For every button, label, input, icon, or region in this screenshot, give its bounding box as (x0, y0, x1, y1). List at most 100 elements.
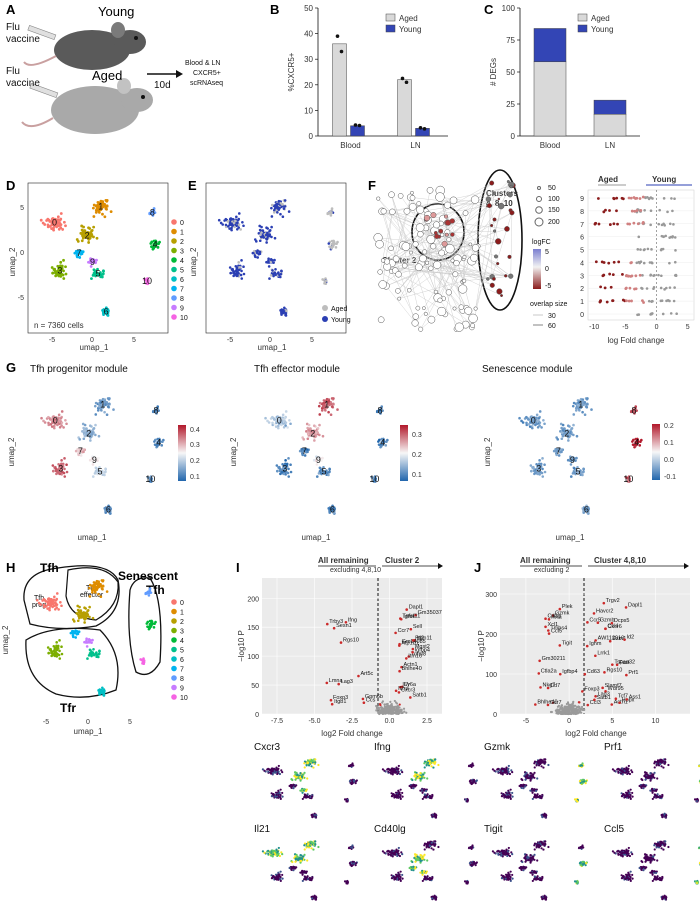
volcano-y-tick: 200 (485, 632, 497, 639)
volcano-point-ns (378, 712, 381, 715)
umap-cell (268, 229, 272, 232)
umap-cell (278, 467, 281, 470)
feature-cell (277, 852, 280, 855)
volcano-point-ns (580, 705, 584, 709)
umap-cell (316, 427, 320, 430)
volcano-point-ns (405, 711, 408, 714)
volcano-gene-point (537, 672, 541, 675)
strip-point-neutral (660, 274, 663, 278)
network-node (496, 262, 500, 266)
volcano-gene-point (625, 698, 629, 701)
feature-cell (387, 770, 390, 773)
clusters-4-8-10-ellipse (477, 169, 523, 311)
h-legend-label: 9 (180, 686, 184, 693)
volcano-gene-label: Satb1 (596, 695, 610, 701)
node-size-legend: 50 100 150 200 (534, 185, 560, 227)
feature-cell (394, 850, 397, 853)
volcano-gene-label: Cxcr6 (607, 624, 621, 630)
volcano-point-ns (383, 703, 386, 706)
volcano-point-ns (561, 706, 564, 709)
feature-cell (271, 769, 274, 773)
network-node (458, 284, 468, 294)
volcano-point-ns (550, 710, 553, 714)
feature-cell (423, 878, 426, 881)
feature-cell (524, 775, 527, 778)
umap-cell (89, 265, 93, 268)
volcano-j-left-sub: excluding 2 (534, 567, 570, 574)
umap-cell (287, 467, 290, 471)
feature-cell (419, 871, 422, 874)
vaccine-label-top: vaccine (6, 34, 40, 45)
umap-cell (315, 431, 318, 435)
feature-cell (274, 850, 277, 853)
y-tick-label: 0 (511, 132, 516, 141)
umap-cell (46, 646, 50, 649)
umap-cell (315, 475, 319, 478)
umap-cell (567, 439, 570, 442)
strip-point-neutral (642, 261, 646, 265)
umap-cell (529, 464, 533, 467)
feature-cell (303, 788, 306, 791)
bar-young (350, 125, 365, 137)
network-node (380, 208, 387, 215)
volcano-point-ns (573, 709, 576, 712)
umap-cell (273, 418, 276, 421)
umap-cell (103, 410, 106, 414)
cluster-label: 1 (324, 399, 329, 409)
umap-cell (302, 438, 306, 441)
feature-cell (429, 762, 432, 766)
scale3-tick-3: -0.1 (664, 474, 676, 481)
umap-cell (258, 252, 262, 256)
umap-cell (288, 418, 291, 422)
feature-cell (297, 858, 300, 862)
network-node (407, 288, 412, 293)
umap-cell (541, 475, 545, 478)
umap-cell (328, 467, 331, 471)
strip-point-neutral (643, 248, 646, 251)
strip-point-aged (630, 261, 633, 264)
strip-point-neutral (665, 299, 668, 303)
umap-cell (307, 423, 311, 427)
feature-cell (501, 769, 504, 773)
strip-point-neutral (662, 222, 665, 226)
feature-label-ifng: Ifng (374, 742, 391, 753)
umap-cell (255, 240, 258, 243)
feature-cell (271, 849, 274, 852)
feature-cell (497, 767, 500, 770)
umap-cell (59, 212, 63, 215)
network-node (473, 306, 478, 311)
umap-cell (104, 467, 107, 471)
umap-cell (236, 219, 240, 222)
umap-cell (109, 210, 113, 214)
panel-letter-g: G (6, 360, 16, 375)
network-node (449, 196, 458, 205)
data-point (404, 80, 409, 85)
volcano-point-ns (383, 708, 386, 711)
umap-cell (78, 249, 82, 252)
strip-point-neutral (668, 222, 672, 226)
umap-cell (92, 203, 96, 207)
strip-point-aged (615, 196, 619, 200)
volcano-gene-point (610, 621, 614, 625)
umap-cell (275, 203, 278, 206)
feature-cell (301, 791, 304, 794)
volcano-gene-point (339, 641, 343, 644)
umap-cell (284, 410, 288, 413)
bar-aged (397, 79, 412, 137)
strip-point-aged (597, 222, 601, 226)
feature-cell (299, 871, 302, 874)
feature-cell (267, 770, 270, 773)
umap-cell (272, 261, 275, 264)
strip-point-aged (632, 196, 636, 199)
umap-cell (265, 260, 268, 264)
umap-cell (235, 221, 239, 224)
umap-cell (105, 590, 109, 593)
umap-cell (571, 404, 575, 408)
network-node (416, 205, 425, 214)
feature-cell (437, 763, 440, 767)
volcano-y-tick: 50 (251, 683, 259, 690)
cluster-label: 0 (531, 416, 536, 426)
umap-cell (318, 413, 322, 416)
umap-cell (581, 473, 584, 477)
umap-cell (327, 473, 330, 477)
